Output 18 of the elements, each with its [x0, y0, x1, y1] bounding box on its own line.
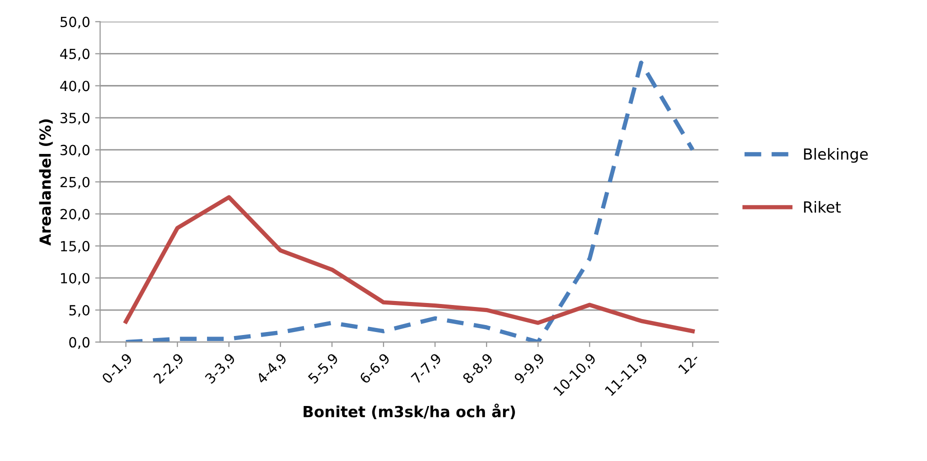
y-axis-title: Arealandel (%) — [39, 119, 53, 246]
x-axis-title: Bonitet (m3sk/ha och år) — [304, 404, 515, 420]
y-tick-label: 25,0 — [60, 176, 90, 189]
line-series — [124, 195, 695, 334]
y-tick-label: 30,0 — [60, 144, 90, 157]
y-tick-label: 15,0 — [60, 240, 90, 253]
y-tick-label: 35,0 — [60, 112, 90, 125]
legend-label: Riket — [804, 200, 841, 213]
y-tick-label: 40,0 — [60, 80, 90, 93]
y-tick-label: 20,0 — [60, 208, 90, 221]
legend-label: Blekinge — [804, 148, 868, 163]
x-tick-label: 12- — [678, 352, 700, 374]
line-series — [124, 60, 695, 342]
y-tick-label: 10,0 — [60, 272, 90, 285]
y-tick-label: 45,0 — [60, 48, 90, 61]
y-tick-label: 0,0 — [69, 337, 90, 349]
y-tick-label: 5,0 — [69, 304, 90, 317]
y-tick-label: 50,0 — [60, 16, 90, 29]
